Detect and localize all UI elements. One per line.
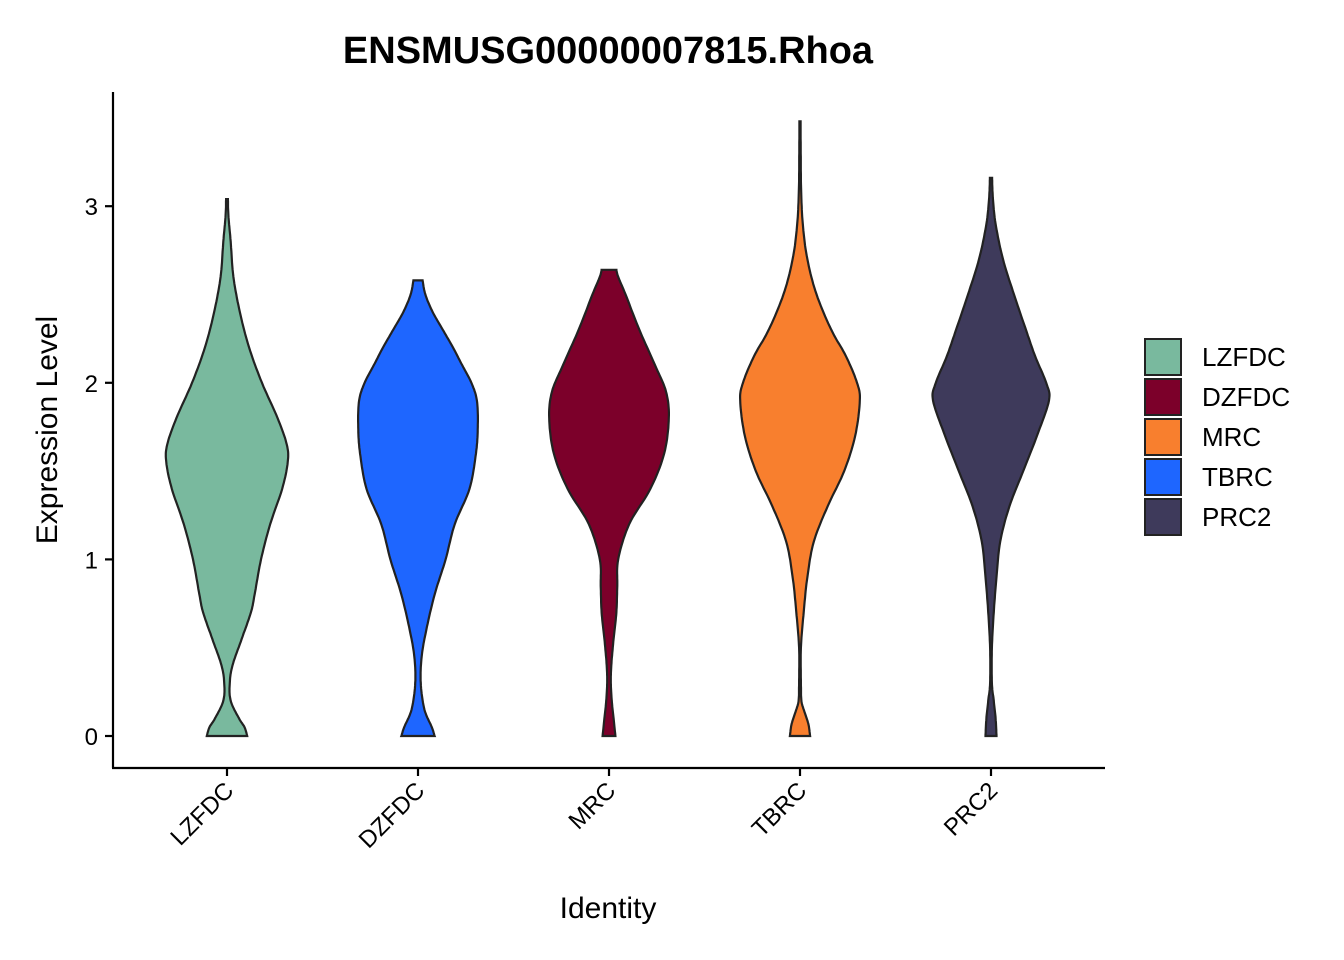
x-tick-label-lzfdc: LZFDC (165, 777, 239, 851)
y-axis-ticks: 0 1 2 3 (85, 194, 113, 751)
x-tick-label-mrc: MRC (564, 777, 622, 835)
legend: LZFDC DZFDC MRC TBRC PRC2 (1144, 338, 1290, 536)
y-tick-label: 0 (85, 724, 98, 751)
legend-label-prc2: PRC2 (1202, 502, 1271, 532)
legend-swatch-lzfdc (1144, 338, 1182, 376)
legend-label-tbrc: TBRC (1202, 462, 1273, 492)
legend-swatch-dzfdc (1144, 378, 1182, 416)
violin-prc2 (931, 176, 1051, 738)
violin-tbrc (739, 120, 861, 738)
violin-mrc (548, 268, 670, 738)
violin-dzfdc (357, 279, 479, 738)
y-tick-label: 1 (85, 547, 98, 574)
y-tick-label: 2 (85, 371, 98, 398)
legend-swatch-mrc (1144, 418, 1182, 456)
y-tick-label: 3 (85, 194, 98, 221)
x-tick-label-tbrc: TBRC (747, 777, 812, 842)
legend-swatch-tbrc (1144, 458, 1182, 496)
x-axis-title: Identity (560, 892, 657, 925)
chart-title: ENSMUSG00000007815.Rhoa (343, 30, 874, 72)
legend-label-mrc: MRC (1202, 422, 1261, 452)
x-axis-ticks: LZFDC DZFDC MRC TBRC PRC2 (165, 768, 1003, 854)
x-tick-label-prc2: PRC2 (939, 777, 1003, 841)
x-tick-label-dzfdc: DZFDC (354, 777, 431, 854)
legend-swatch-prc2 (1144, 498, 1182, 536)
violin-group (164, 120, 1051, 738)
legend-label-lzfdc: LZFDC (1202, 342, 1286, 372)
violin-lzfdc (164, 198, 290, 738)
y-axis-title: Expression Level (31, 316, 64, 544)
legend-label-dzfdc: DZFDC (1202, 382, 1290, 412)
